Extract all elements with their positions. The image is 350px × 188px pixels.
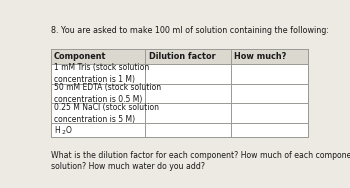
Text: Dilution factor: Dilution factor (149, 52, 215, 61)
Text: H: H (54, 126, 60, 135)
Text: 1 mM Tris (stock solution
concentration is 1 M): 1 mM Tris (stock solution concentration … (54, 63, 149, 84)
Text: 50 mM EDTA (stock solution
concentration is 0.5 M): 50 mM EDTA (stock solution concentration… (54, 83, 161, 104)
Bar (50, 49, 308, 64)
Text: 0.25 M NaCl (stock solution
concentration is 5 M): 0.25 M NaCl (stock solution concentratio… (54, 103, 159, 124)
Bar (50, 49, 308, 137)
Text: 8. You are asked to make 100 ml of solution containing the following:: 8. You are asked to make 100 ml of solut… (50, 26, 329, 35)
Text: Component: Component (54, 52, 106, 61)
Text: 2: 2 (61, 130, 65, 135)
Text: How much?: How much? (234, 52, 287, 61)
Text: O: O (65, 126, 71, 135)
Text: What is the dilution factor for each component? How much of each component do yo: What is the dilution factor for each com… (50, 151, 350, 171)
